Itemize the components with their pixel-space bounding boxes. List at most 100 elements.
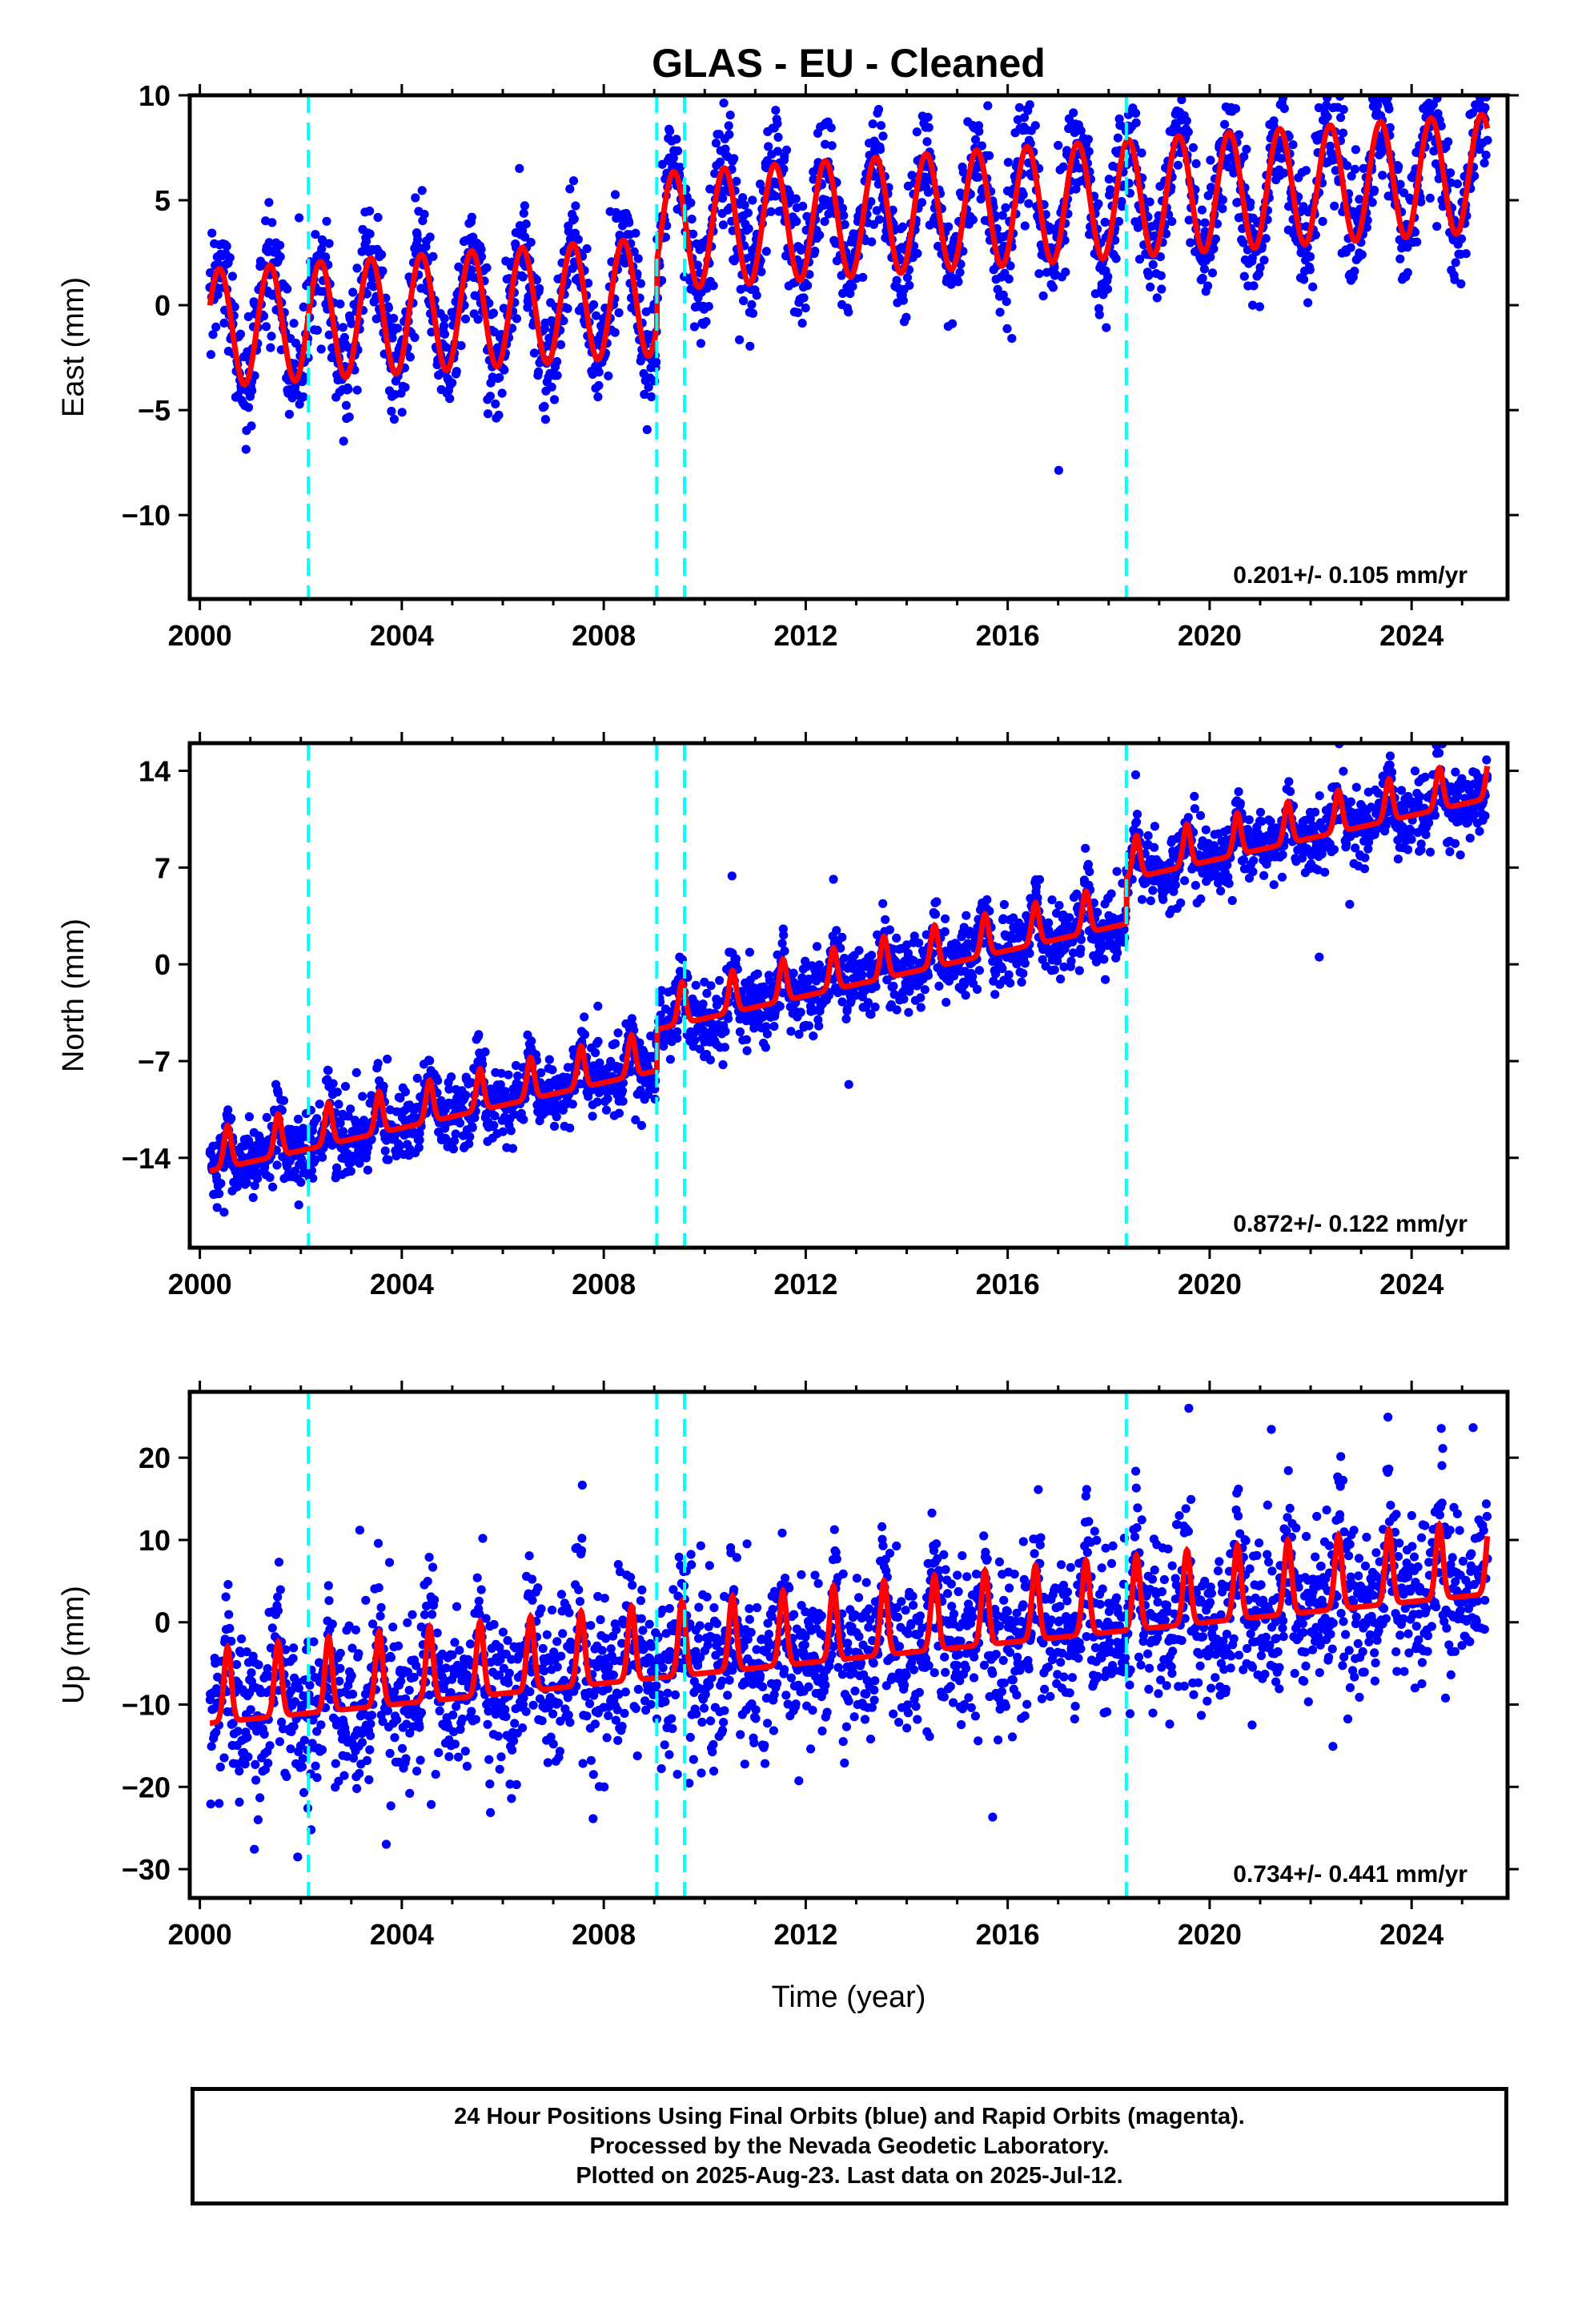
east-data-point	[1001, 203, 1010, 212]
north-data-point	[335, 1118, 345, 1128]
east-data-point	[1375, 67, 1383, 76]
east-data-point	[1203, 281, 1213, 291]
north-data-point	[1150, 822, 1159, 831]
north-data-point	[1099, 955, 1109, 964]
east-data-point	[633, 254, 643, 263]
east-data-point	[1024, 199, 1034, 208]
north-data-point	[1017, 977, 1026, 987]
north-data-point	[812, 942, 822, 951]
east-data-point	[1221, 81, 1230, 90]
east-data-point	[1218, 195, 1227, 205]
east-data-point	[652, 357, 661, 367]
east-data-point	[247, 421, 256, 431]
east-data-point	[230, 302, 239, 312]
north-data-point	[942, 998, 951, 1007]
east-data-point	[1470, 171, 1480, 181]
east-data-point	[521, 219, 531, 229]
east-data-point	[913, 248, 922, 259]
east-data-point	[1480, 159, 1489, 168]
north-data-point	[930, 909, 941, 919]
north-data-point	[742, 1046, 752, 1055]
east-data-point	[907, 171, 917, 180]
east-data-point	[1229, 168, 1239, 178]
east-data-point	[1339, 105, 1348, 115]
east-data-point	[1218, 204, 1227, 214]
east-data-point	[1223, 34, 1232, 42]
north-data-point	[1269, 880, 1279, 890]
east-data-point	[500, 365, 509, 375]
east-data-point	[571, 201, 580, 211]
east-data-point	[1416, 197, 1426, 207]
north-data-point	[1248, 866, 1258, 877]
north-data-point	[244, 1112, 254, 1122]
north-data-point	[1180, 876, 1190, 886]
east-data-point	[1284, 202, 1294, 211]
north-data-point	[338, 1127, 348, 1136]
east-data-point	[1223, 163, 1233, 172]
north-data-point	[914, 938, 924, 948]
north-data-point	[870, 1002, 880, 1012]
north-data-point	[636, 1120, 647, 1130]
north-data-point	[1050, 965, 1059, 975]
north-data-point	[412, 1073, 422, 1083]
east-data-point	[614, 308, 624, 318]
east-data-point	[1123, 60, 1132, 69]
east-data-point	[540, 401, 549, 411]
north-data-point	[920, 985, 930, 995]
east-data-point	[247, 386, 257, 396]
east-data-point	[798, 201, 808, 211]
east-data-point	[740, 200, 749, 210]
east-data-point	[1403, 243, 1412, 252]
east-data-point	[467, 265, 476, 275]
east-data-point	[362, 236, 371, 246]
east-data-point	[752, 291, 761, 300]
north-data-point	[318, 1152, 327, 1162]
north-data-point	[727, 871, 737, 881]
north-data-point	[351, 1068, 361, 1077]
north-data-point	[294, 1200, 303, 1210]
east-data-point	[1206, 155, 1215, 165]
east-panel: 2000 2004 2008 2012 2016 2020 20241050−5−10Eas…	[57, 34, 1519, 652]
east-data-point	[378, 266, 387, 275]
east-data-point	[876, 121, 886, 131]
north-data-point	[1074, 966, 1084, 975]
north-data-point	[395, 1141, 404, 1151]
east-data-point	[968, 215, 978, 224]
north-data-point	[1329, 845, 1339, 854]
north-data-point	[1259, 870, 1269, 880]
north-data-point	[881, 915, 890, 924]
east-data-point	[235, 329, 246, 339]
north-data-point	[854, 946, 864, 955]
east-data-point	[1019, 113, 1030, 123]
north-data-point	[279, 1096, 289, 1105]
east-data-point	[1146, 282, 1155, 292]
east-data-point	[985, 151, 994, 160]
north-data-point	[904, 1007, 913, 1017]
north-data-point	[307, 1126, 317, 1136]
east-data-point	[1090, 289, 1100, 299]
north-data-point	[673, 1033, 682, 1043]
north-data-point	[1190, 804, 1199, 814]
north-data-point	[308, 1173, 318, 1183]
north-data-point	[841, 1014, 851, 1023]
east-data-point	[839, 211, 849, 220]
north-data-point	[448, 1144, 459, 1154]
north-data-point	[723, 1014, 733, 1023]
east-data-point	[805, 270, 814, 279]
east-data-point	[526, 238, 536, 247]
north-data-point	[829, 875, 838, 884]
north-data-point	[373, 1059, 383, 1068]
north-data-point	[1047, 895, 1057, 905]
east-data-point	[339, 332, 349, 342]
north-data-point	[998, 964, 1007, 974]
north-data-point	[702, 988, 712, 999]
north-data-point	[328, 1079, 338, 1088]
east-data-point	[321, 252, 331, 262]
north-data-point	[840, 954, 849, 963]
east-data-point	[1054, 140, 1063, 151]
east-data-point	[1451, 258, 1460, 267]
east-data-point	[324, 330, 334, 340]
north-data-point	[603, 1094, 612, 1104]
east-data-point	[411, 193, 420, 203]
north-data-point	[312, 1114, 322, 1124]
